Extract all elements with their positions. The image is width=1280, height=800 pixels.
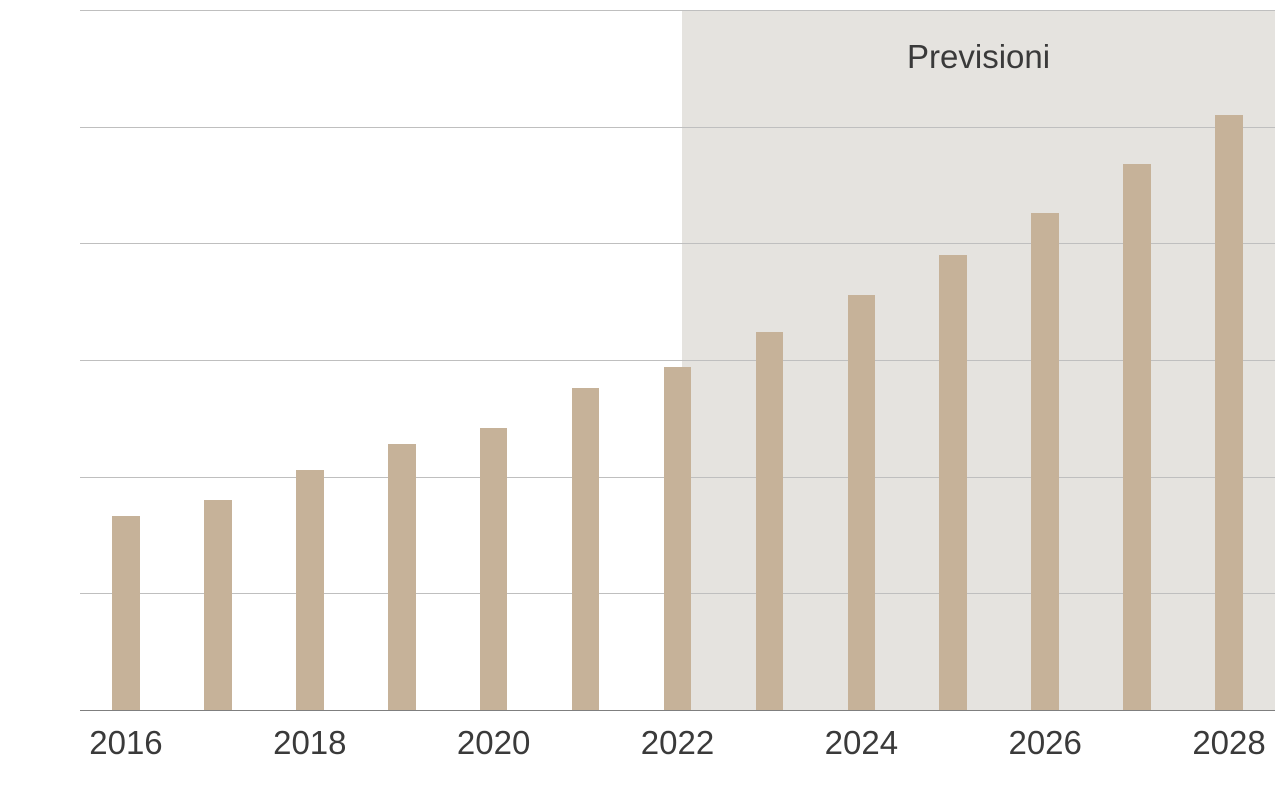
x-tick-label: 2020 [457, 724, 530, 762]
bar [1031, 213, 1059, 710]
bar [112, 516, 140, 710]
x-tick-label: 2016 [89, 724, 162, 762]
bar [204, 500, 232, 710]
bars [80, 10, 1275, 710]
bar [664, 367, 692, 710]
bar [756, 332, 784, 710]
bar [480, 428, 508, 710]
bar-chart: 050100150200250300 Previsioni 2016201820… [0, 0, 1280, 800]
bar [1215, 115, 1243, 710]
bar [572, 388, 600, 710]
plot-area: Previsioni [80, 10, 1275, 710]
bar [388, 444, 416, 710]
x-tick-label: 2028 [1192, 724, 1265, 762]
forecast-label: Previsioni [907, 38, 1050, 76]
x-tick-label: 2022 [641, 724, 714, 762]
x-tick-label: 2026 [1008, 724, 1081, 762]
bar [939, 255, 967, 710]
x-axis: 2016 2018 2020 2022 2024 2026 2028 [80, 710, 1275, 800]
x-tick-label: 2018 [273, 724, 346, 762]
y-axis: 050100150200250300 [0, 10, 80, 710]
bar [1123, 164, 1151, 710]
bar [848, 295, 876, 710]
x-tick-label: 2024 [825, 724, 898, 762]
bar [296, 470, 324, 710]
